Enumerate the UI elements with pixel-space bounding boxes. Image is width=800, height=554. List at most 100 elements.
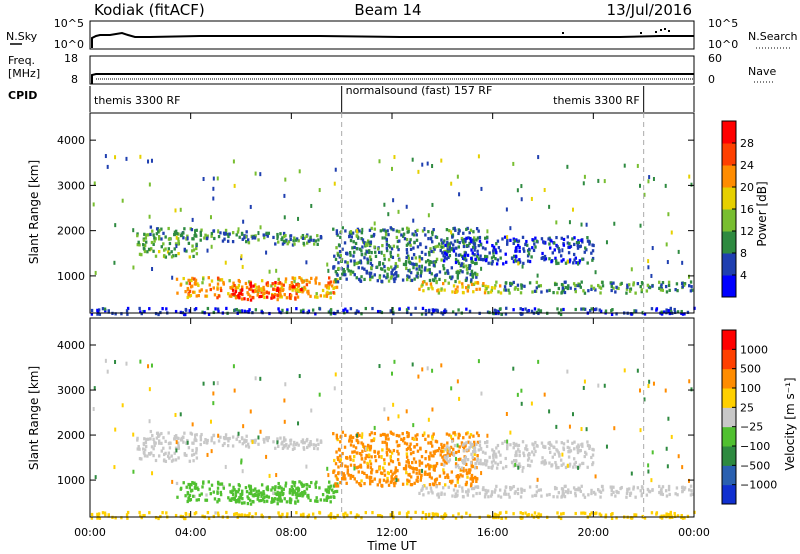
velocity-cell bbox=[661, 492, 664, 497]
power-cell bbox=[266, 234, 269, 238]
velocity-cell bbox=[468, 513, 472, 517]
velocity-cell bbox=[450, 386, 453, 391]
velocity-cell bbox=[288, 488, 292, 492]
power-cell bbox=[540, 290, 543, 294]
power-cell bbox=[333, 181, 336, 186]
power-cell bbox=[323, 294, 326, 298]
velocity-cell bbox=[461, 474, 464, 478]
velocity-cell bbox=[509, 430, 512, 435]
velocity-cell bbox=[512, 458, 516, 463]
velocity-cell bbox=[276, 490, 279, 494]
velocity-cell bbox=[252, 439, 255, 443]
power-cell bbox=[136, 234, 139, 238]
velocity-cell bbox=[375, 469, 379, 473]
velocity-cell bbox=[443, 443, 446, 447]
power-cell bbox=[396, 239, 400, 244]
velocity-cell bbox=[479, 458, 482, 462]
velocity-cell bbox=[502, 466, 505, 470]
power-cell bbox=[428, 253, 431, 257]
power-cell bbox=[302, 280, 305, 284]
power-cell bbox=[451, 310, 455, 314]
power-cell bbox=[534, 245, 537, 249]
power-cell bbox=[286, 308, 289, 312]
colorbar-tick-label: 100 bbox=[740, 382, 761, 395]
power-cell bbox=[280, 295, 283, 299]
velocity-cell bbox=[301, 494, 304, 498]
velocity-cell bbox=[239, 496, 243, 500]
power-cell bbox=[314, 239, 318, 243]
power-cell bbox=[404, 263, 408, 267]
power-cell bbox=[562, 258, 565, 262]
velocity-cell bbox=[186, 438, 189, 443]
power-cell bbox=[367, 249, 371, 253]
power-cell bbox=[168, 237, 172, 241]
velocity-cell bbox=[194, 486, 197, 490]
velocity-cell bbox=[665, 494, 669, 498]
power-cell bbox=[276, 236, 279, 241]
velocity-cell bbox=[450, 434, 453, 439]
power-cell bbox=[182, 231, 185, 235]
velocity-cell bbox=[420, 455, 424, 459]
power-cell bbox=[658, 280, 661, 284]
velocity-cell bbox=[598, 512, 601, 516]
velocity-cell bbox=[165, 511, 168, 515]
power-cell bbox=[374, 254, 378, 258]
power-cell bbox=[216, 296, 219, 300]
power-cell bbox=[451, 290, 454, 294]
velocity-cell bbox=[176, 436, 179, 440]
power-cell bbox=[409, 312, 413, 316]
velocity-cell bbox=[153, 443, 156, 448]
power-cell bbox=[470, 278, 473, 282]
power-cell bbox=[224, 228, 228, 233]
power-cell bbox=[561, 286, 565, 290]
velocity-cell bbox=[396, 478, 400, 482]
velocity-cell bbox=[366, 447, 369, 452]
velocity-cell bbox=[509, 443, 512, 447]
velocity-cell bbox=[184, 494, 187, 498]
power-cell bbox=[367, 250, 371, 254]
velocity-cell bbox=[426, 366, 429, 371]
power-cell bbox=[313, 242, 316, 246]
power-cell bbox=[146, 250, 149, 254]
velocity-cell bbox=[405, 409, 408, 414]
velocity-cell bbox=[307, 496, 310, 500]
power-cell bbox=[557, 286, 561, 291]
power-cell bbox=[244, 310, 248, 314]
velocity-cell bbox=[291, 447, 295, 451]
velocity-cell bbox=[342, 472, 345, 476]
power-cell bbox=[451, 235, 454, 239]
velocity-cell bbox=[457, 436, 460, 440]
power-cell bbox=[520, 286, 523, 290]
power-cell bbox=[548, 257, 551, 261]
power-cell bbox=[162, 242, 165, 246]
power-cell bbox=[232, 159, 235, 164]
power-cell bbox=[307, 292, 310, 296]
power-cell bbox=[497, 309, 500, 314]
power-cell bbox=[228, 279, 231, 283]
power-cell bbox=[183, 227, 186, 231]
x-tick-label: 04:00 bbox=[175, 526, 207, 539]
power-cell bbox=[192, 290, 195, 294]
velocity-cell bbox=[204, 437, 207, 442]
velocity-cell bbox=[193, 512, 197, 516]
velocity-cell bbox=[333, 386, 336, 391]
power-cell bbox=[515, 238, 518, 242]
power-cell bbox=[492, 312, 495, 316]
power-cell bbox=[516, 259, 519, 263]
velocity-cell bbox=[517, 448, 520, 452]
power-cell bbox=[234, 296, 238, 300]
velocity-cell bbox=[494, 452, 497, 456]
velocity-cell bbox=[395, 478, 398, 483]
velocity-cell bbox=[402, 467, 406, 471]
velocity-cell bbox=[497, 515, 500, 520]
power-cell bbox=[212, 186, 215, 191]
power-cell bbox=[235, 307, 238, 312]
velocity-cell bbox=[446, 451, 449, 456]
power-cell bbox=[611, 308, 614, 312]
velocity-cell bbox=[186, 499, 189, 504]
velocity-cell bbox=[191, 488, 194, 492]
velocity-cell bbox=[429, 486, 433, 490]
power-cell bbox=[476, 249, 479, 253]
velocity-cell bbox=[237, 513, 240, 517]
velocity-cell bbox=[393, 471, 396, 475]
